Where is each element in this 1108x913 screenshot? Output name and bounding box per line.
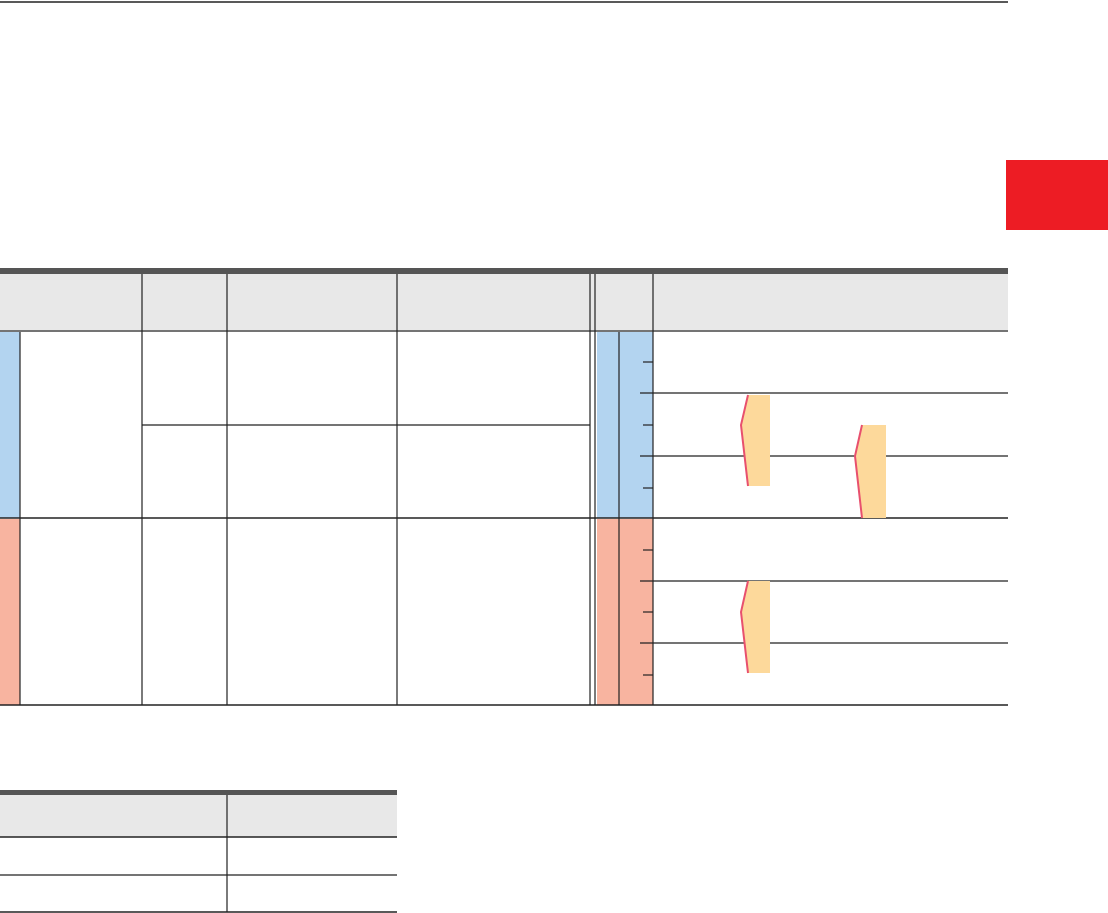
main-table xyxy=(0,268,1008,706)
pulse xyxy=(853,424,886,519)
table-top-rule xyxy=(0,790,397,795)
row-marker-blue xyxy=(0,332,20,518)
table-lines xyxy=(0,795,397,913)
table-header xyxy=(0,795,397,837)
pulse xyxy=(739,394,770,487)
column-lines xyxy=(0,274,1008,706)
small-table xyxy=(0,790,397,913)
table-top-rule xyxy=(0,268,1008,274)
table-header xyxy=(0,274,1008,330)
timing-lines xyxy=(640,361,1008,676)
chapter-tab xyxy=(1006,160,1108,230)
row-marker-red xyxy=(0,519,20,705)
pulse xyxy=(739,580,770,674)
